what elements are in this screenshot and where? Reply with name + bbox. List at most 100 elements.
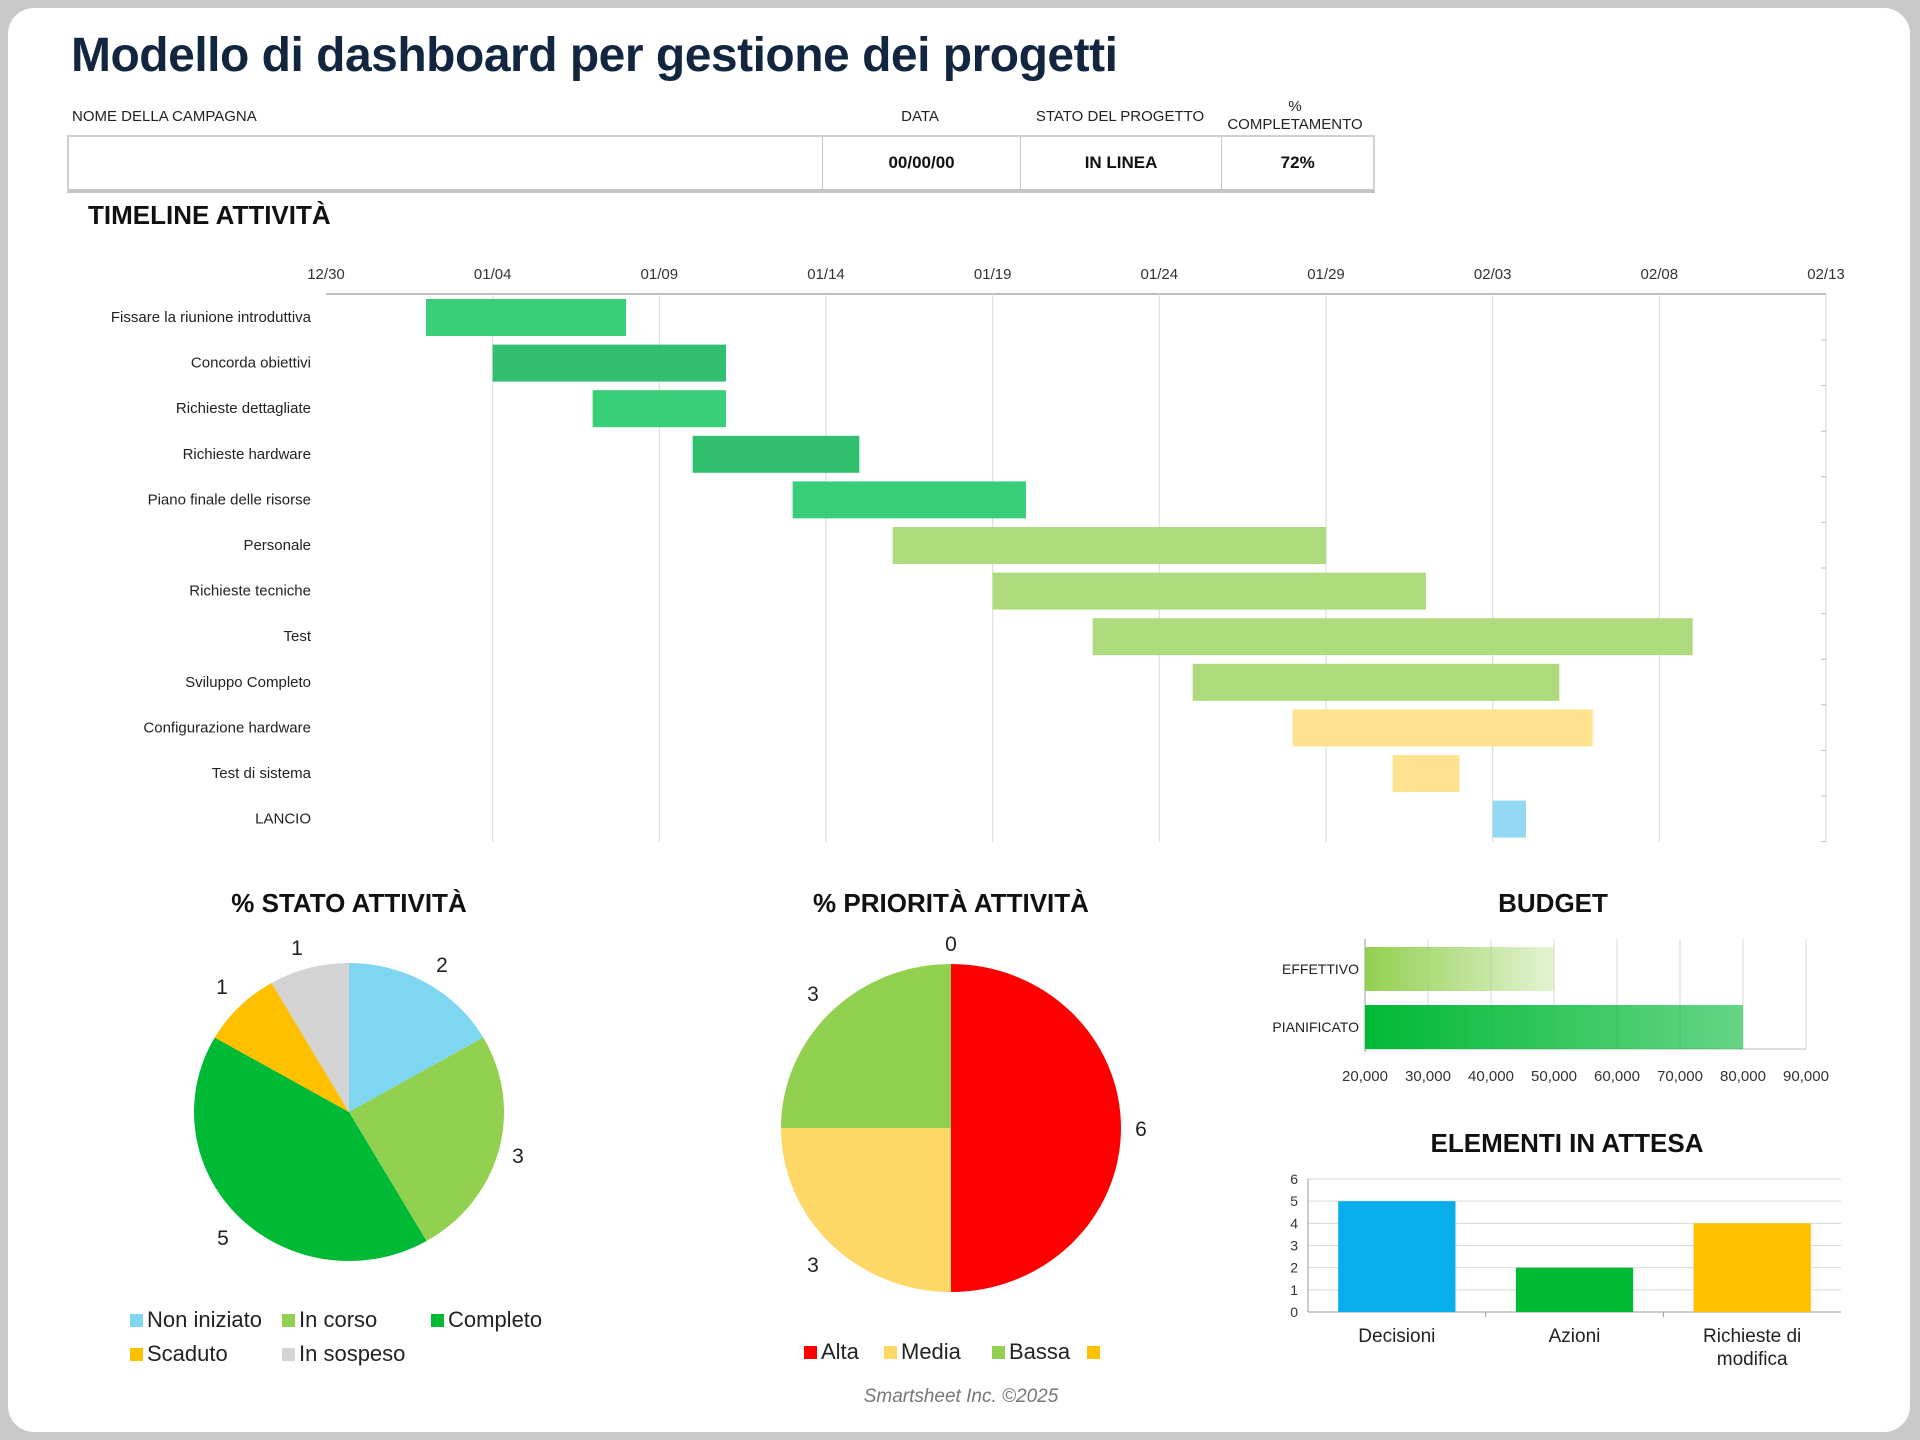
task-bar [692, 435, 860, 473]
pending-category-label: Decisioni [1358, 1326, 1435, 1347]
task-label: Configurazione hardware [143, 719, 311, 736]
status-value[interactable]: IN LINEA [1021, 137, 1223, 189]
task-label: Concorda obiettivi [191, 355, 311, 372]
date-label: DATA [901, 108, 939, 125]
budget-tick-label: 60,000 [1594, 1068, 1640, 1085]
pie-slice [781, 1128, 951, 1292]
task-label: Fissare la riunione introduttiva [111, 309, 312, 326]
task-label: Richieste dettagliate [176, 400, 311, 417]
legend-label: In sospeso [299, 1341, 405, 1366]
legend-label: Media [901, 1339, 962, 1364]
task-bar [1192, 663, 1560, 701]
page-title: Modello di dashboard per gestione dei pr… [71, 29, 1118, 82]
pie-slice [349, 1037, 505, 1242]
completion-value[interactable]: 72% [1280, 153, 1315, 172]
task-label: Sviluppo Completo [185, 674, 311, 691]
task-label: Personale [243, 537, 311, 554]
legend-label: Scaduto [147, 1341, 228, 1366]
pie-data-label: 6 [1135, 1118, 1147, 1141]
legend-label: Completo [448, 1307, 542, 1332]
budget-bar [1365, 1005, 1743, 1049]
status-label: STATO DEL PROGETTO [1035, 108, 1205, 125]
legend-swatch [431, 1314, 444, 1327]
pie-slice [951, 964, 1121, 1292]
timeline-title: TIMELINE ATTIVITÀ [88, 200, 331, 230]
timeline-tick-label: 01/09 [641, 266, 679, 283]
campaign-name-field[interactable] [69, 137, 824, 189]
task-bar [792, 481, 1026, 519]
pending-tick-label: 2 [1290, 1260, 1298, 1276]
budget-tick-label: 70,000 [1657, 1068, 1703, 1085]
task-label: LANCIO [255, 811, 311, 828]
pending-tick-label: 6 [1290, 1171, 1298, 1187]
pie-data-label: 0 [945, 933, 957, 956]
budget-category-label: PIANIFICATO [1272, 1019, 1359, 1035]
pie-slice [214, 982, 349, 1112]
timeline-tick-label: 01/04 [474, 266, 512, 283]
pie-data-label: 1 [216, 976, 228, 999]
timeline-tick-label: 01/24 [1141, 266, 1179, 283]
pending-category-label: Richieste di [1703, 1326, 1801, 1347]
legend-swatch [130, 1314, 143, 1327]
legend-label: Non iniziato [147, 1307, 262, 1332]
pie-slice [271, 963, 349, 1112]
legend-label: Bassa [1009, 1339, 1071, 1364]
pending-category-label: Azioni [1549, 1326, 1601, 1347]
priority-chart-title: % PRIORITÀ ATTIVITÀ [813, 888, 1089, 918]
legend-swatch [804, 1346, 817, 1359]
task-bar [1392, 755, 1460, 792]
pie-data-label: 2 [436, 954, 448, 977]
timeline-tick-label: 02/08 [1641, 266, 1679, 283]
completion-label: COMPLETAMENTO [1227, 116, 1363, 133]
legend-swatch [884, 1346, 897, 1359]
task-bar [992, 572, 1426, 610]
pending-bar [1515, 1267, 1634, 1312]
task-label: Richieste tecniche [189, 583, 311, 600]
task-label: Test [283, 628, 311, 645]
pie-slice [349, 963, 484, 1112]
budget-tick-label: 20,000 [1342, 1068, 1388, 1085]
timeline-tick-label: 01/14 [807, 266, 845, 283]
legend-label: Alta [821, 1339, 860, 1364]
timeline-tick-label: 01/29 [1307, 266, 1345, 283]
pending-tick-label: 1 [1290, 1282, 1298, 1298]
date-value[interactable]: 00/00/00 [823, 137, 1021, 189]
pie-data-label: 1 [291, 937, 303, 960]
timeline-tick-label: 12/30 [307, 266, 345, 283]
legend-label: In corso [299, 1307, 377, 1332]
status-chart-title: % STATO ATTIVITÀ [231, 888, 467, 918]
task-bar [492, 344, 726, 382]
task-bar [892, 527, 1326, 564]
task-label: Test di sistema [212, 765, 312, 782]
pending-bar [1693, 1223, 1811, 1312]
task-bar [592, 390, 726, 428]
timeline-tick-label: 02/13 [1807, 266, 1845, 283]
footer-copyright: Smartsheet Inc. ©2025 [863, 1386, 1059, 1407]
legend-swatch [1087, 1346, 1100, 1359]
budget-chart-title: BUDGET [1498, 888, 1608, 918]
pending-tick-label: 5 [1290, 1193, 1298, 1209]
budget-category-label: EFFETTIVO [1282, 961, 1359, 977]
pending-tick-label: 0 [1290, 1304, 1298, 1320]
budget-bar [1365, 947, 1554, 991]
budget-tick-label: 80,000 [1720, 1068, 1766, 1085]
pending-chart-title: ELEMENTI IN ATTESA [1430, 1128, 1704, 1158]
pie-slice [193, 1037, 427, 1262]
timeline-tick-label: 02/03 [1474, 266, 1512, 283]
legend-swatch [992, 1346, 1005, 1359]
budget-tick-label: 90,000 [1783, 1068, 1829, 1085]
pending-tick-label: 4 [1290, 1215, 1298, 1231]
task-bar [1092, 618, 1693, 656]
legend-swatch [282, 1314, 295, 1327]
budget-tick-label: 40,000 [1468, 1068, 1514, 1085]
task-label: Richieste hardware [183, 446, 311, 463]
budget-tick-label: 30,000 [1405, 1068, 1451, 1085]
pie-data-label: 3 [512, 1145, 524, 1168]
budget-tick-label: 50,000 [1531, 1068, 1577, 1085]
completion-label-symbol: % [1288, 98, 1302, 115]
pie-slice [781, 964, 951, 1128]
legend-swatch [130, 1348, 143, 1361]
legend-swatch [282, 1348, 295, 1361]
campaign-label: NOME DELLA CAMPAGNA [72, 108, 257, 125]
task-bar [1492, 800, 1526, 838]
